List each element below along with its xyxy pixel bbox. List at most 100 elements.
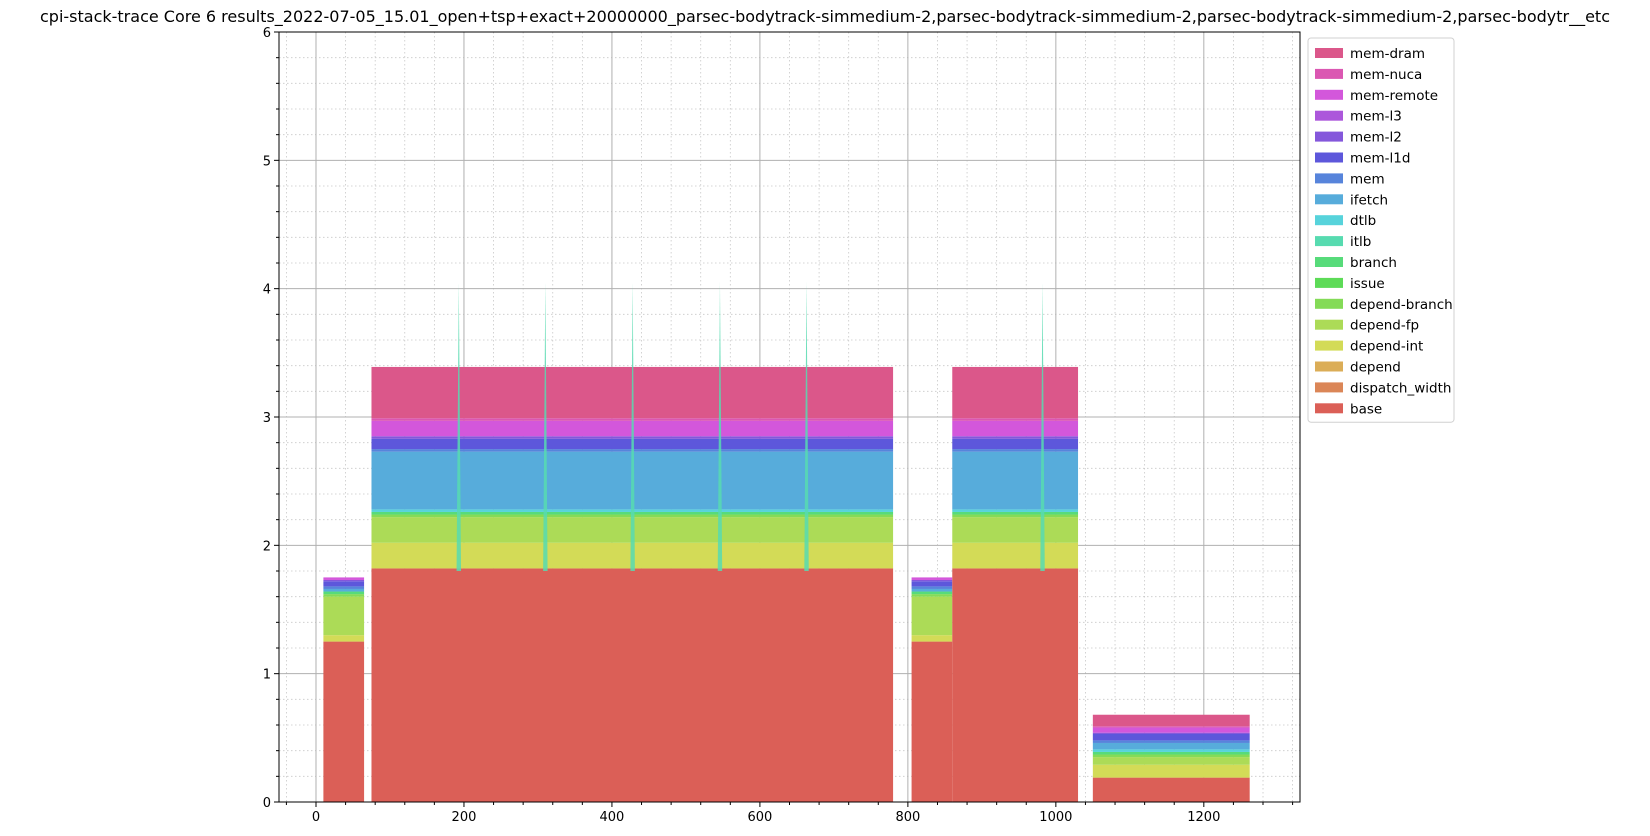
legend-label-dispatch_width: dispatch_width (1350, 380, 1451, 396)
legend-box (1307, 37, 1455, 423)
legend-label-base: base (1350, 401, 1382, 417)
area-depend-branch-segment-0 (323, 594, 365, 597)
legend-swatch-mem (1315, 173, 1343, 184)
legend-label-depend: depend (1350, 360, 1401, 376)
area-base-segment-0 (323, 641, 365, 802)
spike-1 (543, 282, 548, 571)
legend-swatch-ifetch (1315, 194, 1343, 205)
area-mem-segment-2 (911, 586, 953, 589)
legend-label-itlb: itlb (1350, 234, 1371, 250)
area-mem-l2-segment-2 (911, 579, 953, 582)
x-tick-label: 400 (600, 810, 625, 825)
area-depend-int-segment-4 (1092, 764, 1250, 778)
area-branch-segment-0 (323, 591, 365, 595)
legend-label-depend-fp: depend-fp (1350, 318, 1419, 334)
legend: mem-dram mem-nuca mem-remote mem-l3 mem-l2 me… (1307, 37, 1455, 423)
legend-swatch-mem-nuca (1315, 68, 1343, 79)
area-mem-dram-segment-3 (952, 366, 1079, 419)
y-tick-label: 0 (263, 796, 271, 811)
x-axis: 0 200 400 600 800 1000 1200 (285, 802, 1294, 825)
legend-label-mem-nuca: mem-nuca (1350, 67, 1422, 83)
area-mem-l2-segment-0 (323, 579, 365, 582)
area-mem-nuca-segment-3 (952, 418, 1079, 421)
area-mem-l1d-segment-0 (323, 581, 365, 587)
legend-label-ifetch: ifetch (1350, 192, 1388, 208)
area-mem-remote-segment-2 (911, 577, 953, 580)
legend-label-issue: issue (1350, 276, 1385, 292)
area-ifetch-segment-3 (952, 451, 1079, 510)
area-dtlb-segment-4 (1092, 749, 1250, 752)
legend-swatch-mem-l1d (1315, 152, 1343, 163)
legend-label-dtlb: dtlb (1350, 213, 1376, 229)
legend-label-mem-l2: mem-l2 (1350, 130, 1402, 146)
legend-swatch-mem-dram (1315, 48, 1343, 58)
area-depend-branch-segment-4 (1092, 754, 1250, 758)
legend-swatch-mem-remote (1315, 89, 1343, 100)
area-mem-l1d-segment-3 (952, 438, 1079, 450)
legend-swatch-depend-int (1315, 340, 1343, 351)
chart-title: cpi-stack-trace Core 6 results_2022-07-0… (40, 7, 1610, 27)
y-tick-label: 2 (263, 539, 271, 554)
area-mem-l1d-segment-2 (911, 581, 953, 587)
legend-swatch-mem-l3 (1315, 110, 1343, 121)
area-branch-segment-4 (1092, 751, 1250, 755)
area-depend-fp-segment-2 (911, 596, 953, 636)
y-tick-label: 5 (263, 154, 271, 169)
area-base-segment-1 (371, 568, 894, 802)
plot-areas (323, 282, 1250, 802)
area-branch-segment-2 (911, 591, 953, 595)
spike-4 (804, 282, 809, 571)
legend-label-mem-dram: mem-dram (1350, 46, 1425, 62)
area-depend-fp-segment-3 (952, 517, 1079, 543)
legend-label-mem-l3: mem-l3 (1350, 109, 1402, 125)
area-mem-l1d-segment-4 (1092, 733, 1250, 741)
area-depend-branch-segment-3 (952, 514, 1079, 518)
area-depend-int-segment-2 (911, 635, 953, 642)
x-tick-label: 1000 (1039, 810, 1072, 825)
area-mem-l2-segment-3 (952, 436, 1079, 439)
y-axis: 0 1 2 3 4 5 6 (263, 26, 279, 811)
spike-0 (456, 282, 462, 571)
y-tick-label: 4 (263, 283, 271, 298)
area-mem-remote-segment-3 (952, 420, 1079, 437)
area-depend-fp-segment-4 (1092, 757, 1250, 765)
y-tick-label: 3 (263, 411, 271, 426)
area-depend-int-segment-3 (952, 542, 1079, 569)
x-tick-label: 800 (895, 810, 920, 825)
area-dtlb-segment-3 (952, 509, 1079, 512)
area-depend-int-segment-0 (323, 635, 365, 642)
legend-swatch-dtlb (1315, 215, 1343, 226)
x-tick-label: 200 (452, 810, 477, 825)
y-tick-label: 1 (263, 668, 271, 683)
x-tick-label: 1200 (1187, 810, 1220, 825)
area-mem-remote-segment-4 (1092, 727, 1250, 733)
area-mem-nuca-segment-4 (1092, 726, 1250, 728)
legend-swatch-depend-branch (1315, 298, 1343, 309)
legend-swatch-dispatch_width (1315, 382, 1343, 393)
legend-swatch-branch (1315, 257, 1343, 267)
area-depend-fp-segment-0 (323, 596, 365, 636)
y-tick-label: 6 (263, 26, 271, 41)
legend-swatch-base (1315, 403, 1343, 414)
spike-5 (1040, 282, 1045, 571)
legend-label-mem: mem (1350, 171, 1385, 187)
area-depend-branch-segment-2 (911, 594, 953, 597)
legend-label-mem-remote: mem-remote (1350, 88, 1438, 104)
area-mem-segment-4 (1092, 740, 1250, 743)
area-mem-remote-segment-0 (323, 577, 365, 580)
area-ifetch-segment-4 (1092, 742, 1250, 750)
x-tick-label: 600 (747, 810, 772, 825)
area-ifetch-segment-2 (911, 588, 953, 592)
spike-2 (630, 282, 635, 571)
x-tick-label: 0 (312, 810, 320, 825)
legend-swatch-issue (1315, 277, 1343, 288)
legend-swatch-mem-l2 (1315, 131, 1343, 142)
legend-swatch-itlb (1315, 236, 1343, 247)
spike-3 (717, 282, 723, 571)
area-ifetch-segment-0 (323, 588, 365, 592)
area-mem-l2-segment-4 (1092, 732, 1250, 734)
legend-label-branch: branch (1350, 255, 1397, 271)
legend-label-mem-l1d: mem-l1d (1350, 151, 1410, 167)
area-branch-segment-3 (952, 511, 1079, 515)
